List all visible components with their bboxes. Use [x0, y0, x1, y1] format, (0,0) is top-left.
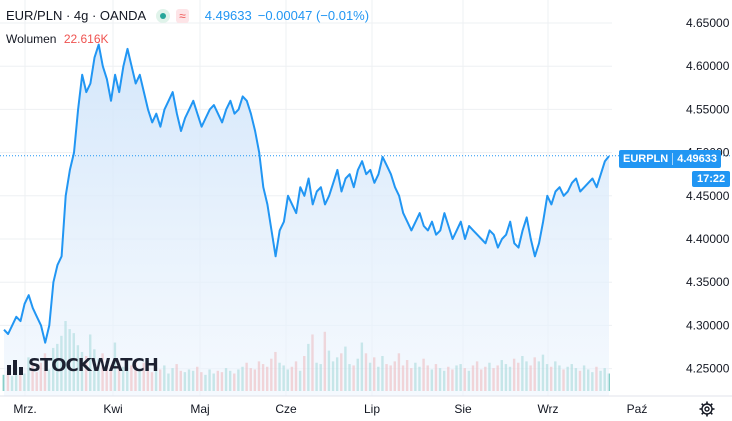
badge-separator	[672, 153, 674, 165]
x-tick-label: Kwi	[103, 402, 122, 416]
time-axis[interactable]: Mrz. Kwi Maj Cze Lip Sie Wrz Paź	[13, 402, 647, 416]
y-tick-label: 4.45000	[686, 189, 730, 203]
volume-bar	[2, 374, 5, 391]
last-price-badge: EURPLN 4.49633	[619, 150, 721, 168]
y-tick-label: 4.25000	[686, 362, 730, 376]
x-tick-label: Cze	[275, 402, 297, 416]
x-tick-label: Maj	[190, 402, 209, 416]
volume-label: Wolumen	[6, 32, 57, 46]
approx-icon: ≈	[176, 8, 189, 23]
x-tick-label: Lip	[364, 402, 380, 416]
badge-value: 4.49633	[677, 153, 717, 165]
symbol-title: EUR/PLN · 4g · OANDA	[6, 8, 147, 23]
gear-icon[interactable]	[699, 401, 715, 417]
y-tick-label: 4.35000	[686, 275, 730, 289]
volume-legend[interactable]: Wolumen 22.616K	[6, 32, 109, 46]
market-status-icon	[156, 8, 171, 23]
x-tick-label: Mrz.	[13, 402, 36, 416]
stockwatch-logo: STOCKWATCH	[6, 355, 159, 376]
volume-value: 22.616K	[63, 32, 109, 46]
price-axis[interactable]: 4.250004.300004.350004.400004.450004.500…	[686, 16, 730, 376]
y-tick-label: 4.40000	[686, 232, 730, 246]
bar-countdown: 17:22	[692, 171, 731, 187]
y-tick-label: 4.30000	[686, 318, 730, 332]
y-tick-label: 4.60000	[686, 59, 730, 73]
last-value: 4.49633	[204, 8, 252, 23]
price-area	[3, 43, 610, 396]
badge-ticker: EURPLN	[623, 153, 669, 165]
x-tick-label: Sie	[454, 402, 472, 416]
logo-text: STOCKWATCH	[28, 355, 159, 376]
y-tick-label: 4.55000	[686, 102, 730, 116]
price-change: −0.00047 (−0.01%)	[257, 8, 370, 23]
y-tick-label: 4.65000	[686, 16, 730, 30]
symbol-legend[interactable]: EUR/PLN · 4g · OANDA ≈ 4.49633 −0.00047 …	[6, 8, 369, 23]
logo-icon	[7, 359, 23, 375]
price-line	[3, 43, 610, 344]
price-area-fill	[4, 44, 609, 396]
x-tick-label: Paź	[627, 402, 648, 416]
x-tick-label: Wrz	[537, 402, 558, 416]
